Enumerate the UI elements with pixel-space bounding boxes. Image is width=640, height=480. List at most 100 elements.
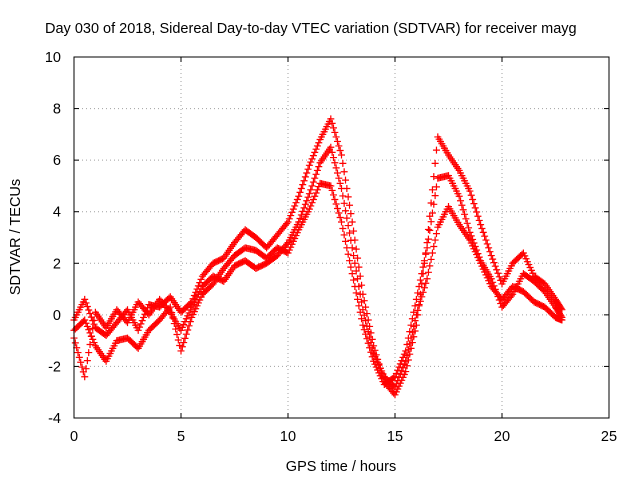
data-point (347, 263, 355, 271)
data-point (416, 276, 424, 284)
data-point (328, 186, 336, 194)
data-point (402, 368, 410, 376)
data-point (486, 248, 494, 256)
data-point (301, 200, 309, 208)
data-point (315, 139, 323, 147)
data-point (423, 244, 431, 252)
data-point (494, 269, 502, 277)
data-point (75, 353, 83, 361)
y-tick-label: -2 (48, 359, 61, 375)
data-point (285, 215, 293, 223)
data-point (466, 187, 474, 195)
data-points (70, 115, 566, 399)
data-point (354, 275, 362, 283)
axis-tick-labels: 0 5 10 15 20 25 -4 -2 0 2 4 6 8 10 (45, 50, 617, 445)
data-point (348, 218, 356, 226)
data-point (339, 224, 347, 232)
data-point (82, 319, 90, 327)
data-point (305, 205, 313, 213)
data-point (307, 202, 315, 210)
data-point (346, 201, 354, 209)
data-point (360, 311, 368, 319)
data-point (347, 210, 355, 218)
data-point (342, 207, 350, 215)
data-point (354, 295, 362, 303)
data-point (368, 344, 376, 352)
data-point (327, 182, 335, 190)
data-point (396, 360, 404, 368)
data-point (308, 155, 316, 163)
data-point (491, 262, 499, 270)
data-point (332, 200, 340, 208)
data-point (358, 315, 366, 323)
data-point (295, 192, 303, 200)
data-point (331, 195, 339, 203)
data-point (350, 227, 358, 235)
data-point (416, 297, 424, 305)
data-point (394, 366, 402, 374)
data-point (307, 158, 315, 166)
data-point (411, 317, 419, 325)
data-point (396, 370, 404, 378)
data-point (367, 339, 375, 347)
y-tick-label: 0 (53, 308, 61, 324)
data-point (392, 370, 400, 378)
data-point (140, 313, 148, 321)
data-point (430, 243, 438, 251)
y-tick-label: -4 (48, 411, 61, 427)
data-point (430, 200, 438, 208)
data-point (83, 322, 91, 330)
data-point (457, 197, 465, 205)
data-point (348, 244, 356, 252)
data-point (346, 257, 354, 265)
data-point (90, 316, 98, 324)
x-tick-label: 20 (494, 429, 510, 445)
data-point (83, 357, 91, 365)
data-point (340, 168, 348, 176)
data-point (327, 115, 335, 123)
x-axis-label: GPS time / hours (286, 459, 396, 475)
data-point (293, 195, 301, 203)
data-point (81, 295, 89, 303)
data-point (479, 228, 487, 236)
data-point (333, 204, 341, 212)
data-point (432, 230, 440, 238)
data-point (329, 191, 337, 199)
data-point (71, 339, 79, 347)
data-point (415, 302, 423, 310)
data-point (182, 330, 190, 338)
data-point (309, 195, 317, 203)
data-point (137, 320, 145, 328)
data-point (311, 148, 319, 156)
data-point (288, 208, 296, 216)
data-point (483, 240, 491, 248)
data-point (343, 214, 351, 222)
data-point (296, 214, 304, 222)
data-point (81, 373, 89, 381)
data-point (507, 292, 515, 300)
data-point (428, 209, 436, 217)
data-point (359, 306, 367, 314)
data-point (473, 208, 481, 216)
data-point (400, 360, 408, 368)
data-point (134, 326, 142, 334)
data-point (462, 215, 470, 223)
data-point (347, 236, 355, 244)
data-point (328, 148, 336, 156)
data-point (136, 323, 144, 331)
data-point (82, 299, 90, 307)
data-point (394, 377, 402, 385)
data-point (304, 193, 312, 201)
data-point (138, 317, 146, 325)
data-point (458, 201, 466, 209)
series-track-A (70, 115, 566, 399)
data-point (313, 186, 321, 194)
data-point (418, 293, 426, 301)
x-tick-label: 25 (601, 429, 617, 445)
data-point (351, 259, 359, 267)
data-point (335, 174, 343, 182)
data-point (424, 225, 432, 233)
data-point (342, 176, 350, 184)
data-point (312, 170, 320, 178)
